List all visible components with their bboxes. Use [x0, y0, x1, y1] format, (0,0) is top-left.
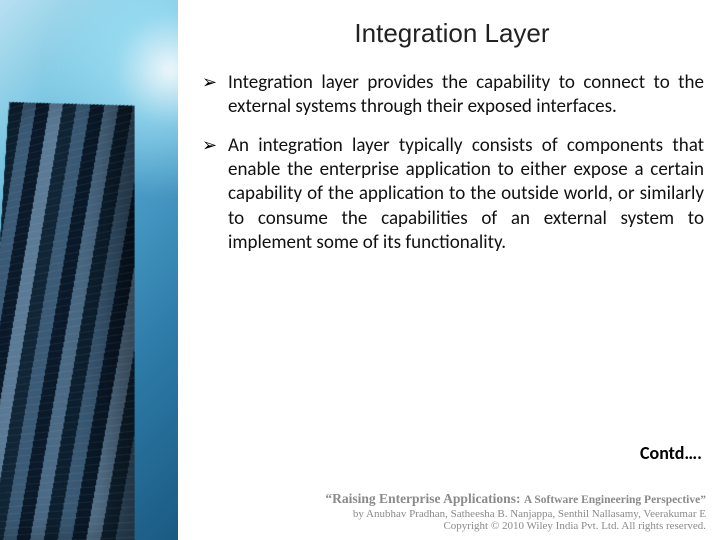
- slide: Integration Layer Integration layer prov…: [0, 0, 720, 540]
- sidebar-graphic: [0, 0, 178, 540]
- footer: “Raising Enterprise Applications: A Soft…: [0, 491, 720, 532]
- footer-copyright: Copyright © 2010 Wiley India Pvt. Ltd. A…: [0, 520, 706, 532]
- content-area: Integration Layer Integration layer prov…: [178, 0, 720, 540]
- footer-book-title: “Raising Enterprise Applications: A Soft…: [0, 491, 706, 507]
- continuation-label: Contd….: [640, 442, 702, 464]
- footer-book-main: “Raising Enterprise Applications:: [325, 491, 523, 506]
- slide-title: Integration Layer: [200, 18, 704, 49]
- skyscraper-graphic: [0, 67, 135, 540]
- footer-authors: by Anubhav Pradhan, Satheesha B. Nanjapp…: [0, 508, 706, 520]
- footer-book-sub: A Software Engineering Perspective”: [524, 494, 706, 506]
- bullet-item: An integration layer typically consists …: [200, 134, 704, 256]
- bullet-item: Integration layer provides the capabilit…: [200, 71, 704, 120]
- bullet-list: Integration layer provides the capabilit…: [200, 71, 704, 255]
